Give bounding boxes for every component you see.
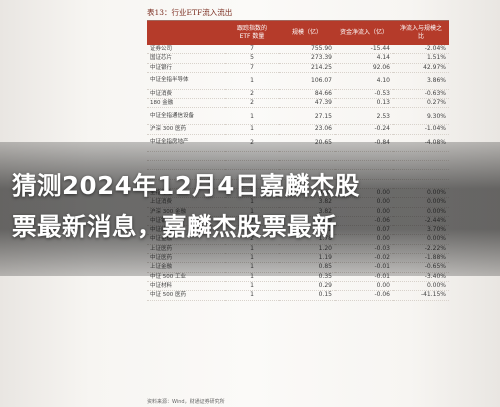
table-cell: 中证银行 bbox=[147, 63, 225, 73]
table-cell: 国证芯片 bbox=[147, 53, 225, 64]
table-cell: 755.90 bbox=[279, 45, 335, 55]
table-cell: -15.44 bbox=[335, 45, 393, 55]
table-cell: 2.53 bbox=[335, 107, 393, 126]
table-cell: 中证消费 bbox=[147, 89, 225, 100]
table-cell: 180 金融 bbox=[147, 98, 225, 109]
table-cell: -0.01 bbox=[335, 272, 393, 282]
table-cell: -0.63% bbox=[393, 89, 449, 100]
table-cell: 0.13 bbox=[335, 98, 393, 109]
table-cell: -1.04% bbox=[393, 124, 449, 135]
table-cell: 0.00% bbox=[393, 281, 449, 292]
table-cell: 5 bbox=[225, 53, 279, 64]
table-row: 180 金融 2 47.39 0.13 0.27% bbox=[147, 98, 449, 109]
table-cell: 1 bbox=[225, 272, 279, 282]
table-cell: 1 bbox=[225, 124, 279, 135]
table-cell: 2 bbox=[225, 89, 279, 100]
caption-divider bbox=[147, 20, 449, 21]
table-cell: 中证全指半导体 bbox=[147, 72, 225, 90]
table-cell: 0.15 bbox=[279, 290, 335, 301]
table-cell: 中证全指通信设备 bbox=[147, 107, 225, 126]
table-cell: 9.30% bbox=[393, 107, 449, 126]
table-cell: 214.25 bbox=[279, 63, 335, 73]
table-cell: -41.15% bbox=[393, 290, 449, 301]
table-row: 中证 500 医药 1 0.15 -0.06 -41.15% bbox=[147, 290, 449, 301]
table-cell: 0.00 bbox=[335, 281, 393, 292]
table-row: 中证银行 7 214.25 92.06 42.97% bbox=[147, 63, 449, 73]
table-cell: 中证 500 工业 bbox=[147, 272, 225, 282]
table-cell: 证券公司 bbox=[147, 45, 225, 55]
headline-overlay bbox=[0, 142, 500, 276]
table-cell: 3.86% bbox=[393, 72, 449, 90]
table-row: 沪深 300 医药 1 23.06 -0.24 -1.04% bbox=[147, 124, 449, 135]
table-cell: 7 bbox=[225, 63, 279, 73]
table-row: 证券公司 7 755.90 -15.44 -2.04% bbox=[147, 45, 449, 55]
table-cell: 1 bbox=[225, 107, 279, 126]
table-row: 国证芯片 5 273.39 4.14 1.51% bbox=[147, 53, 449, 64]
table-cell: 273.39 bbox=[279, 53, 335, 64]
table-cell: 2 bbox=[225, 98, 279, 109]
table-cell: 42.97% bbox=[393, 63, 449, 73]
table-cell: 92.06 bbox=[335, 63, 393, 73]
table-cell: 中证 500 医药 bbox=[147, 290, 225, 301]
headline-line-1[interactable]: 猜测2024年12月4日嘉麟杰股 bbox=[12, 171, 360, 200]
table-header-row: 跟踪指数的 ETF 数量 规模（亿） 资金净流入（亿） 净流入与规模之 比 bbox=[147, 21, 449, 45]
table-row: 中证材料 1 0.29 0.00 0.00% bbox=[147, 281, 449, 292]
table-cell: 0.27% bbox=[393, 98, 449, 109]
table-row: 中证消费 2 84.66 -0.53 -0.63% bbox=[147, 89, 449, 100]
table-cell: -3.40% bbox=[393, 272, 449, 282]
table-cell: 沪深 300 医药 bbox=[147, 124, 225, 135]
header-inflow-ratio: 净流入与规模之 比 bbox=[393, 21, 449, 45]
table-cell: -0.06 bbox=[335, 290, 393, 301]
table-cell: 47.39 bbox=[279, 98, 335, 109]
table-cell: 1.51% bbox=[393, 53, 449, 64]
table-cell: 23.06 bbox=[279, 124, 335, 135]
table-cell: 7 bbox=[225, 45, 279, 55]
table-cell: 1 bbox=[225, 281, 279, 292]
header-etf-count: 跟踪指数的 ETF 数量 bbox=[225, 21, 279, 45]
table-cell: -0.53 bbox=[335, 89, 393, 100]
header-index bbox=[147, 21, 225, 45]
table-row: 中证全指半导体 1 106.07 4.10 3.86% bbox=[147, 72, 449, 90]
table-cell: 0.35 bbox=[279, 272, 335, 282]
table-cell: 1 bbox=[225, 290, 279, 301]
table-cell: 中证材料 bbox=[147, 281, 225, 292]
table-row: 中证全指通信设备 1 27.15 2.53 9.30% bbox=[147, 107, 449, 126]
table-cell: 1 bbox=[225, 72, 279, 90]
table-cell: 4.14 bbox=[335, 53, 393, 64]
headline-line-2[interactable]: 票最新消息，嘉麟杰股票最新 bbox=[12, 212, 337, 241]
header-scale: 规模（亿） bbox=[279, 21, 335, 45]
table-cell: 0.29 bbox=[279, 281, 335, 292]
table-cell: -0.24 bbox=[335, 124, 393, 135]
source-note: 资料来源：Wind，财通证券研究所 bbox=[147, 399, 225, 405]
table-cell: -2.04% bbox=[393, 45, 449, 55]
table-cell: 106.07 bbox=[279, 72, 335, 90]
header-net-inflow: 资金净流入（亿） bbox=[335, 21, 393, 45]
table-cell: 4.10 bbox=[335, 72, 393, 90]
table-caption: 表13：行业ETF流入流出 bbox=[147, 8, 233, 17]
table-cell: 27.15 bbox=[279, 107, 335, 126]
table-cell: 84.66 bbox=[279, 89, 335, 100]
table-row: 中证 500 工业 1 0.35 -0.01 -3.40% bbox=[147, 272, 449, 282]
